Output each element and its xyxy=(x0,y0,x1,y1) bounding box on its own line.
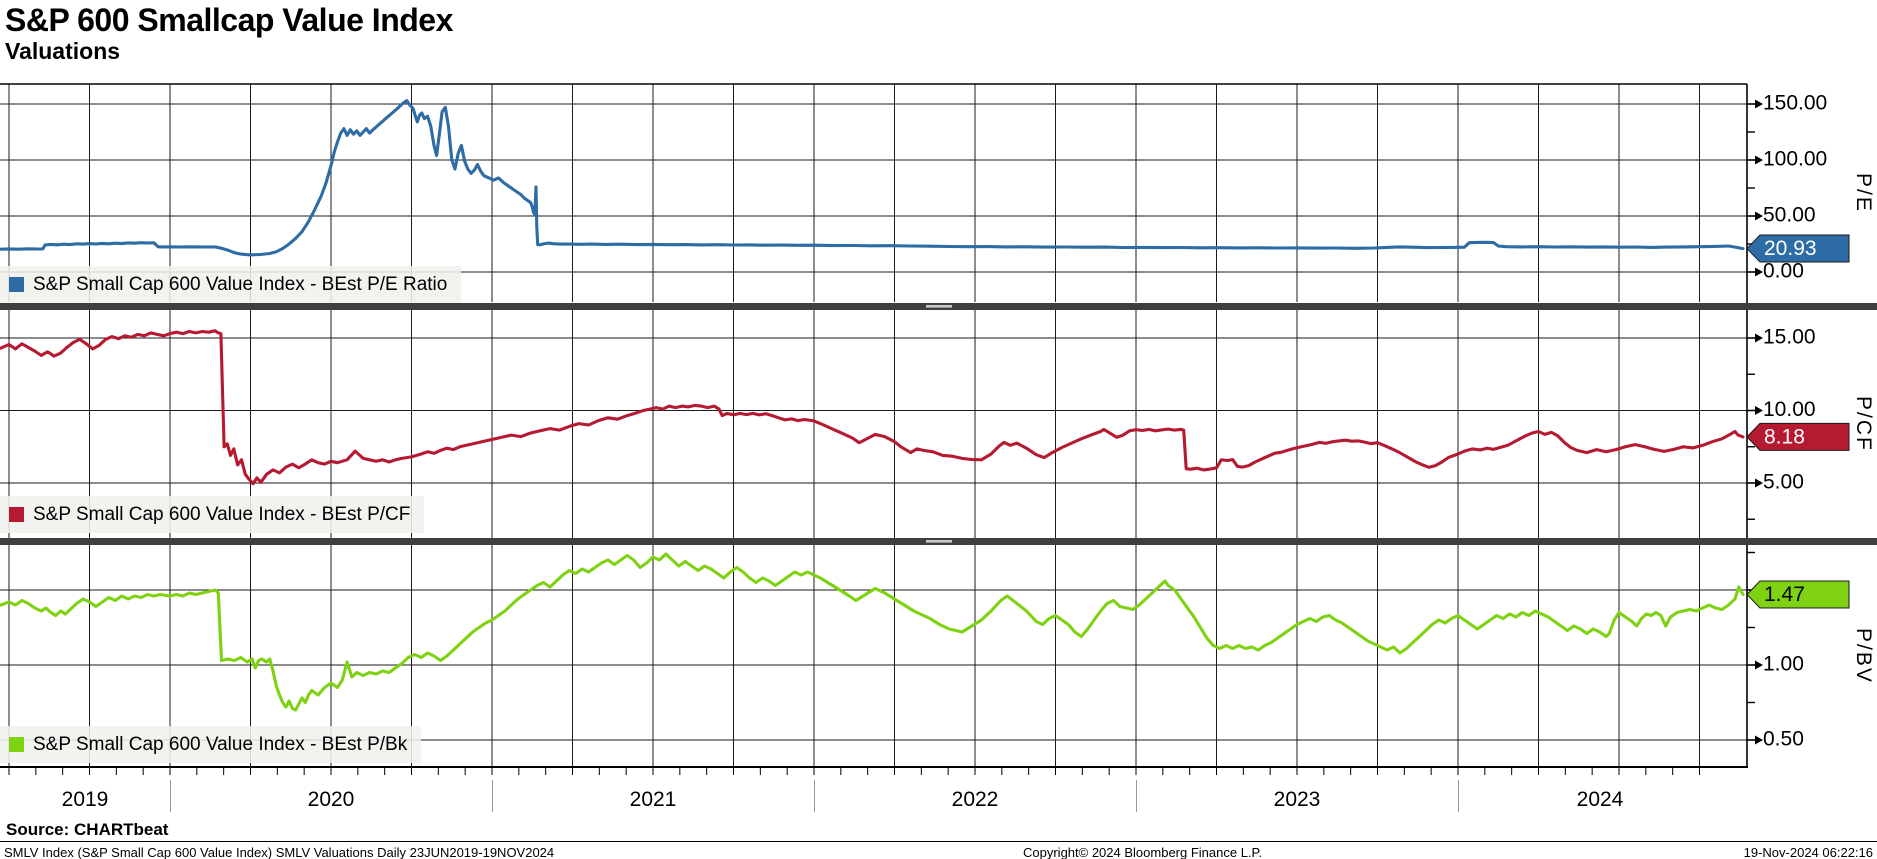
panel-divider-grip-icon[interactable] xyxy=(926,305,952,308)
series-line-pe xyxy=(0,99,1745,257)
footer-divider xyxy=(0,841,1877,842)
x-axis-year-label: 2020 xyxy=(307,788,355,811)
x-axis-year-separator xyxy=(1458,780,1459,812)
page-title: S&P 600 Smallcap Value Index xyxy=(5,2,453,38)
footer-description: SMLV Index (S&P Small Cap 600 Value Inde… xyxy=(4,845,555,859)
legend-pe-ratio[interactable]: S&P Small Cap 600 Value Index - BEst P/E… xyxy=(0,266,462,303)
legend-pcf-label: S&P Small Cap 600 Value Index - BEst P/C… xyxy=(33,503,411,525)
last-value-badge-label-pcf: 8.18 xyxy=(1764,425,1805,448)
x-axis-year-label: 2022 xyxy=(951,788,999,811)
y-axis-tick-label: 1.00 xyxy=(1763,653,1804,676)
y-axis-tick-arrow-icon xyxy=(1755,99,1763,109)
x-axis-year-label: 2023 xyxy=(1273,788,1321,811)
legend-pe-label: S&P Small Cap 600 Value Index - BEst P/E… xyxy=(33,273,448,295)
x-axis-year-label: 2024 xyxy=(1576,788,1624,811)
y-axis-tick-arrow-icon xyxy=(1755,211,1763,221)
y-axis-tick-arrow-icon xyxy=(1755,478,1763,488)
y-axis-tick-label: 10.00 xyxy=(1763,398,1816,421)
legend-pbk[interactable]: S&P Small Cap 600 Value Index - BEst P/B… xyxy=(0,726,422,763)
y-axis-tick-arrow-icon xyxy=(1755,406,1763,415)
x-axis-year-separator xyxy=(814,780,815,812)
y-axis-tick-label: 0.50 xyxy=(1763,728,1804,751)
page-subtitle: Valuations xyxy=(5,38,121,64)
y-axis-tick-label: 5.00 xyxy=(1763,471,1804,494)
footer-timestamp: 19-Nov-2024 06:22:16 xyxy=(1743,845,1873,859)
y-axis-tick-label: 100.00 xyxy=(1763,148,1827,171)
x-axis-year-label: 2019 xyxy=(61,788,109,811)
footer-copyright: Copyright© 2024 Bloomberg Finance L.P. xyxy=(1023,845,1263,859)
series-line-pcf xyxy=(0,329,1745,486)
pe-series-swatch-icon xyxy=(9,277,24,292)
y-axis-tick-arrow-icon xyxy=(1755,155,1763,165)
last-value-badge-pbv xyxy=(1746,580,1850,609)
y-axis-tick-label: 150.00 xyxy=(1763,92,1827,115)
x-axis-year-separator xyxy=(170,780,171,812)
x-axis-year-separator xyxy=(492,780,493,812)
y-axis-tick-arrow-icon xyxy=(1755,660,1763,670)
y-axis-tick-arrow-icon xyxy=(1755,735,1763,745)
series-line-pbv xyxy=(0,552,1745,712)
pbk-series-swatch-icon xyxy=(9,737,24,752)
last-value-badge-label-pe: 20.93 xyxy=(1764,237,1817,260)
last-value-badge-pe xyxy=(1746,234,1850,263)
y-axis-tick-label: 0.00 xyxy=(1763,260,1804,283)
x-axis-year-label: 2021 xyxy=(629,788,677,811)
last-value-badge-label-pbv: 1.47 xyxy=(1764,583,1805,606)
last-value-badge-pcf xyxy=(1746,422,1850,451)
y-axis-tick-label: 15.00 xyxy=(1763,326,1816,349)
y-axis-label-pe: P/E xyxy=(1852,173,1875,213)
y-axis-label-pbv: P/BV xyxy=(1852,628,1875,684)
pcf-series-swatch-icon xyxy=(9,507,24,522)
legend-pcf[interactable]: S&P Small Cap 600 Value Index - BEst P/C… xyxy=(0,496,425,533)
y-axis-label-pcf: P/CF xyxy=(1852,396,1875,452)
y-axis-tick-label: 50.00 xyxy=(1763,204,1816,227)
legend-pbk-label: S&P Small Cap 600 Value Index - BEst P/B… xyxy=(33,733,408,755)
panel-divider-grip-icon[interactable] xyxy=(926,540,952,543)
x-axis-year-separator xyxy=(1136,780,1137,812)
source-text: Source: CHARTbeat xyxy=(6,820,169,839)
y-axis-tick-arrow-icon xyxy=(1755,333,1763,343)
y-axis-tick-arrow-icon xyxy=(1755,267,1763,277)
